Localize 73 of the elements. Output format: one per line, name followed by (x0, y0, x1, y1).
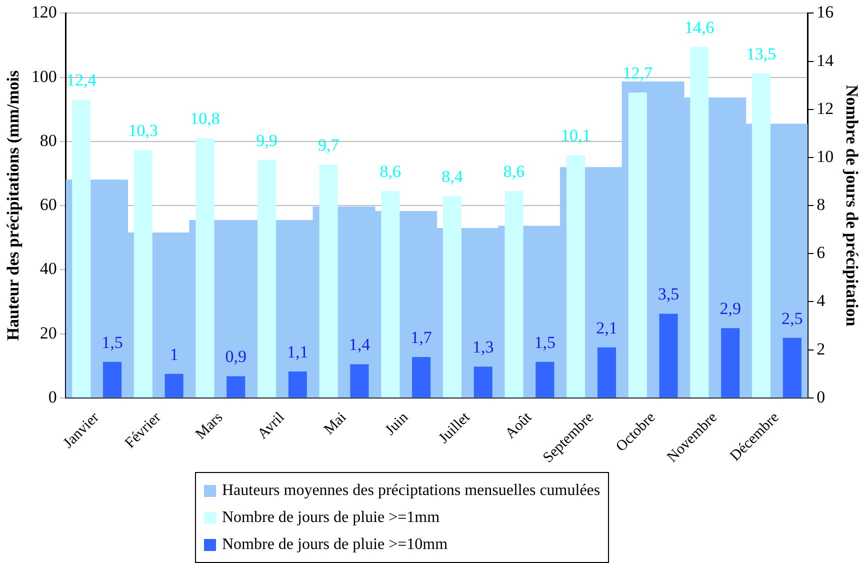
data-label: 10,3 (128, 121, 158, 140)
bar (566, 155, 586, 398)
x-tick-label: Mars (192, 409, 226, 443)
y-tick-label: 0 (48, 387, 57, 406)
data-label: 10,8 (190, 109, 220, 128)
bar (134, 150, 152, 398)
bar (350, 364, 369, 398)
data-label: 8,6 (503, 162, 525, 182)
bar (442, 196, 462, 398)
data-label: 1,7 (410, 328, 432, 348)
y-axis-title: Hauteur des précipitations (mm/mois (4, 70, 23, 341)
y2-axis-title: Nombre de jours de précipitation (842, 84, 862, 327)
data-label: 2,5 (782, 308, 803, 328)
bar (597, 347, 616, 398)
data-label: 2,1 (596, 318, 618, 338)
bar (319, 164, 338, 398)
data-label: 1,3 (472, 338, 494, 357)
data-label: 13,5 (746, 44, 776, 64)
bar (659, 314, 678, 398)
bar (504, 191, 524, 398)
y-tick-label: 20 (40, 323, 57, 342)
bar (628, 92, 647, 398)
data-label: 2,9 (720, 299, 741, 318)
data-label: 10,1 (560, 126, 591, 146)
bar (474, 366, 492, 398)
legend-label: Nombre de jours de pluie >=1mm (222, 508, 440, 528)
y-tick-label: 60 (40, 195, 57, 214)
bar (690, 46, 709, 398)
data-label: 3,5 (658, 284, 680, 304)
bar (782, 338, 802, 398)
bar (721, 328, 740, 398)
y2-tick-label: 10 (816, 146, 834, 166)
y2-tick-label: 8 (816, 195, 826, 214)
data-label: 14,6 (684, 18, 714, 37)
y-tick-label: 40 (40, 259, 57, 278)
y-tick-label: 120 (31, 2, 57, 22)
y2-tick-label: 16 (816, 2, 834, 22)
y2-tick-label: 12 (816, 98, 834, 118)
data-label: 12,7 (622, 64, 653, 83)
bar (536, 362, 554, 398)
data-label: 9,7 (318, 136, 340, 155)
data-label: 1,1 (287, 342, 308, 362)
x-tick-label: Août (502, 408, 536, 442)
data-label: 12,4 (66, 70, 97, 90)
y2-tick-label: 14 (816, 50, 834, 70)
bar (72, 100, 91, 398)
legend-label: Nombre de jours de pluie >=10mm (222, 535, 448, 555)
bar (164, 374, 184, 398)
bar (102, 362, 122, 398)
x-tick-label: Juin (382, 409, 412, 439)
data-label: 1,5 (102, 332, 123, 352)
y2-tick-label: 2 (816, 339, 826, 358)
y-tick-label: 100 (31, 66, 57, 86)
bar (288, 371, 307, 398)
y2-tick-label: 0 (816, 387, 826, 406)
y-tick-label: 80 (40, 130, 57, 150)
data-label: 9,9 (256, 130, 278, 150)
bar (258, 160, 276, 398)
bar (196, 138, 214, 398)
bar (412, 357, 431, 398)
legend-label: Hauteurs moyennes des préciptations mensuelles cumulées (222, 481, 600, 501)
x-tick-label: Mai (321, 410, 350, 438)
data-label: 0,9 (225, 347, 246, 366)
data-label: 8,6 (380, 162, 402, 182)
bar (226, 376, 246, 398)
y2-tick-label: 4 (816, 291, 826, 310)
data-label: 1,5 (534, 332, 556, 352)
bar (752, 73, 771, 398)
data-label: 1 (170, 344, 178, 364)
data-label: 8,4 (442, 166, 464, 186)
bar (381, 191, 400, 398)
y2-tick-label: 6 (816, 243, 826, 262)
data-label: 1,4 (348, 335, 371, 354)
